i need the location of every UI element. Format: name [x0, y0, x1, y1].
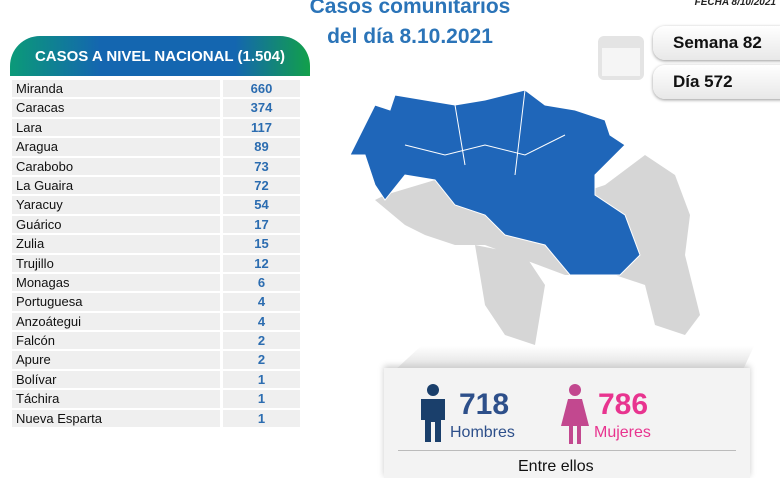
state-name: Lara: [12, 118, 223, 139]
table-row: Monagas 6: [12, 273, 300, 294]
table-row: Nueva Esparta 1: [12, 409, 300, 430]
case-count: 660: [223, 80, 300, 100]
table-row: Guárico 17: [12, 215, 300, 236]
men-count: 718: [459, 388, 510, 421]
women-count: 786: [598, 388, 649, 421]
state-name: Zulia: [12, 235, 223, 255]
table-row: Carabobo 73: [12, 157, 300, 177]
table-row: Caracas 374: [12, 99, 300, 119]
title-line-2: del día 8.10.2021: [327, 25, 493, 48]
table-row: Anzoátegui 4: [12, 312, 300, 333]
map-blue-region: [349, 89, 641, 276]
case-count: 1: [223, 409, 300, 430]
state-name: Carabobo: [12, 157, 223, 177]
state-name: Aragua: [12, 138, 223, 158]
case-count: 117: [223, 118, 300, 139]
case-count: 374: [223, 99, 300, 119]
table-row: Bolívar 1: [12, 370, 300, 391]
table-row: Portuguesa 4: [12, 293, 300, 313]
table-row: Apure 2: [12, 351, 300, 371]
table-row: Aragua 89: [12, 138, 300, 158]
case-count: 89: [223, 138, 300, 158]
case-count: 17: [223, 215, 300, 236]
week-badge: Semana 82: [653, 26, 780, 60]
state-name: Táchira: [12, 390, 223, 410]
table-row: Yaracuy 54: [12, 196, 300, 216]
page-title: Casos comunitarios del día 8.10.2021: [290, 0, 530, 52]
divider: [398, 450, 736, 451]
table-row: Lara 117: [12, 118, 300, 139]
table-header: CASOS A NIVEL NACIONAL (1.504): [10, 36, 310, 76]
state-name: Caracas: [12, 99, 223, 119]
state-name: Falcón: [12, 332, 223, 352]
state-name: Monagas: [12, 273, 223, 294]
cases-table: Miranda 660 Caracas 374 Lara 117 Aragua 89 Carab…: [12, 80, 300, 430]
case-count: 73: [223, 157, 300, 177]
table-row: Miranda 660: [12, 80, 300, 100]
state-name: Apure: [12, 351, 223, 371]
gender-stats-panel: 718 Hombres 786 Mujeres Entre ellos: [384, 368, 750, 478]
women-label: Mujeres: [594, 424, 651, 441]
case-count: 4: [223, 293, 300, 313]
state-name: Portuguesa: [12, 293, 223, 313]
state-name: Miranda: [12, 80, 223, 100]
man-icon: [421, 384, 445, 442]
case-count: 54: [223, 196, 300, 216]
table-row: Táchira 1: [12, 390, 300, 410]
woman-icon: [561, 384, 589, 444]
calendar-icon: [598, 36, 644, 80]
table-row: La Guaira 72: [12, 176, 300, 197]
state-name: Anzoátegui: [12, 312, 223, 333]
state-name: La Guaira: [12, 176, 223, 197]
state-name: Guárico: [12, 215, 223, 236]
table-row: Falcón 2: [12, 332, 300, 352]
venezuela-map: [349, 89, 700, 345]
date-label: FECHA 8/10/2021: [694, 0, 776, 8]
case-count: 2: [223, 332, 300, 352]
case-count: 15: [223, 235, 300, 255]
state-name: Trujillo: [12, 254, 223, 274]
case-count: 1: [223, 390, 300, 410]
case-count: 12: [223, 254, 300, 274]
table-row: Zulia 15: [12, 235, 300, 255]
case-count: 4: [223, 312, 300, 333]
table-row: Trujillo 12: [12, 254, 300, 274]
stats-panel-top: [395, 346, 754, 370]
men-label: Hombres: [450, 424, 515, 441]
state-name: Nueva Esparta: [12, 409, 223, 430]
state-name: Bolívar: [12, 370, 223, 391]
state-name: Yaracuy: [12, 196, 223, 216]
case-count: 6: [223, 273, 300, 294]
title-line-1: Casos comunitarios: [309, 0, 511, 18]
day-badge: Día 572: [653, 65, 780, 99]
case-count: 72: [223, 176, 300, 197]
map-state-borders: [404, 89, 566, 176]
case-count: 2: [223, 351, 300, 371]
case-count: 1: [223, 370, 300, 391]
footer-text: Entre ellos: [518, 458, 594, 475]
